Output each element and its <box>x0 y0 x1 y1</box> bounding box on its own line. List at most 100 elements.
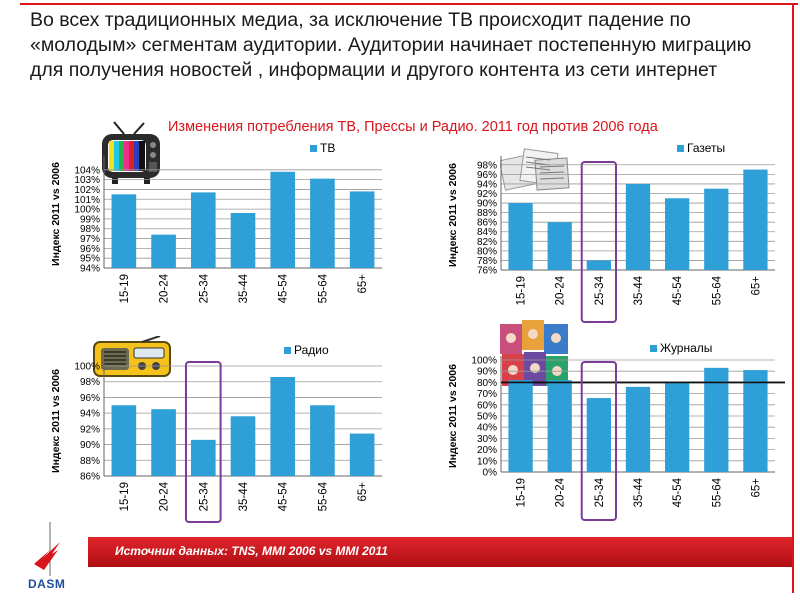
chart-radio: 86% 88% 90% 92% 94% 96% 98% 100% 15-19 20-24 25-34… <box>48 342 388 527</box>
footer-bar <box>88 537 792 567</box>
chart-tv: 94% 95% 96% 97% 98% 99% 100% 101% 102% 103% 104% 15… <box>48 141 388 332</box>
y-tick-label: 94% <box>477 179 497 190</box>
y-tick-label: 78% <box>477 256 497 267</box>
bar-45-54 <box>270 377 296 476</box>
x-tick-label: 65+ <box>750 478 762 498</box>
y-tick-label: 98% <box>477 160 497 171</box>
legend-label: ТВ <box>320 141 335 155</box>
x-tick-label: 25-34 <box>198 481 210 511</box>
bar-25-34 <box>586 398 611 472</box>
y-axis-label: Индекс 2011 vs 2006 <box>50 162 62 266</box>
bar-65+ <box>349 433 375 476</box>
y-tick-label: 100% <box>74 362 100 373</box>
x-tick-label: 20-24 <box>159 273 171 303</box>
bar-20-24 <box>547 222 572 270</box>
x-tick-label: 35-44 <box>238 273 250 303</box>
bar-35-44 <box>625 183 651 270</box>
y-tick-label: 90% <box>80 440 100 451</box>
bar-20-24 <box>151 409 176 476</box>
tv-icon <box>102 121 160 184</box>
bar-45-54 <box>270 171 296 268</box>
subtitle: Изменения потребления ТВ, Прессы и Радио… <box>168 119 658 135</box>
y-tick-label: 0% <box>483 468 498 479</box>
x-tick-label: 35-44 <box>633 275 645 305</box>
x-tick-label: 65+ <box>357 482 369 502</box>
bar-35-44 <box>625 386 651 472</box>
bar-55-64 <box>310 178 335 268</box>
bar-20-24 <box>151 234 176 268</box>
magazines-icon <box>500 320 568 386</box>
y-tick-label: 40% <box>477 423 497 434</box>
y-tick-label: 90% <box>477 367 497 378</box>
y-tick-label: 94% <box>80 264 100 275</box>
x-tick-label: 20-24 <box>555 477 567 507</box>
x-tick-label: 45-54 <box>672 275 684 305</box>
legend-swatch <box>650 345 657 352</box>
y-tick-label: 103% <box>74 175 100 186</box>
y-axis-label: Индекс 2011 vs 2006 <box>50 369 62 473</box>
legend-swatch <box>310 145 317 152</box>
source-note: Источник данных: TNS, MMI 2006 vs MMI 20… <box>115 544 388 558</box>
bar-65+ <box>743 370 768 472</box>
y-axis-label: Индекс 2011 vs 2006 <box>447 364 459 468</box>
y-tick-label: 100% <box>471 356 497 367</box>
y-tick-label: 101% <box>74 195 100 206</box>
highlight-box <box>184 361 222 523</box>
bar-45-54 <box>665 198 690 270</box>
x-tick-label: 25-34 <box>198 273 210 303</box>
y-tick-label: 88% <box>80 456 100 467</box>
x-tick-label: 45-54 <box>278 481 290 511</box>
legend-label: Журналы <box>660 341 712 355</box>
y-tick-label: 20% <box>477 445 497 456</box>
y-tick-label: 86% <box>477 218 497 229</box>
y-tick-label: 96% <box>80 244 100 255</box>
legend-swatch <box>284 347 291 354</box>
x-tick-label: 20-24 <box>555 275 567 305</box>
x-tick-label: 25-34 <box>594 275 606 305</box>
x-tick-label: 25-34 <box>594 477 606 507</box>
highlight-box <box>580 161 617 323</box>
y-tick-label: 60% <box>477 400 497 411</box>
y-tick-label: 104% <box>74 165 100 176</box>
legend-label: Газеты <box>687 141 725 155</box>
x-tick-label: 15-19 <box>516 478 528 507</box>
bar-15-19 <box>111 194 137 268</box>
chart-magazines: 0% 10% 20% 30% 40% 50% 60% 70% 80% 90% 100% 15-19 20… <box>445 340 785 530</box>
frame-top-line <box>20 3 798 5</box>
x-tick-label: 55-64 <box>711 477 723 507</box>
y-tick-label: 50% <box>477 412 497 423</box>
y-tick-label: 86% <box>80 472 100 483</box>
x-tick-label: 15-19 <box>119 274 131 303</box>
bar-20-24 <box>547 380 572 472</box>
dasm-logo-icon <box>34 522 60 576</box>
y-tick-label: 30% <box>477 434 497 445</box>
bar-45-54 <box>665 382 690 472</box>
bar-25-34 <box>586 260 611 270</box>
x-tick-label: 65+ <box>357 274 369 294</box>
y-tick-label: 102% <box>74 185 100 196</box>
y-tick-label: 96% <box>477 170 497 181</box>
bar-15-19 <box>508 380 533 472</box>
bar-55-64 <box>704 367 729 472</box>
bar-65+ <box>349 191 375 268</box>
bar-25-34 <box>190 439 216 476</box>
chart-newspapers: 76% 78% 80% 82% 84% 86% 88% 90% 92% 94% 96% 98% 15-1… <box>445 141 780 334</box>
y-tick-label: 80% <box>477 378 497 389</box>
headline: Во всех традиционных медиа, за исключени… <box>30 9 752 81</box>
y-axis-label: Индекс 2011 vs 2006 <box>447 163 459 267</box>
legend-swatch <box>677 145 684 152</box>
x-tick-label: 45-54 <box>672 477 684 507</box>
bar-55-64 <box>310 405 335 476</box>
y-tick-label: 100% <box>74 205 100 216</box>
x-tick-label: 55-64 <box>711 275 723 305</box>
y-tick-label: 99% <box>80 214 100 225</box>
x-tick-label: 55-64 <box>317 481 329 511</box>
y-tick-label: 95% <box>80 254 100 265</box>
y-tick-label: 10% <box>477 456 497 467</box>
bar-35-44 <box>230 416 256 476</box>
legend-label: Радио <box>294 343 329 357</box>
x-tick-label: 45-54 <box>278 273 290 303</box>
x-tick-label: 35-44 <box>238 481 250 511</box>
bar-65+ <box>743 169 768 270</box>
y-tick-label: 92% <box>477 189 497 200</box>
